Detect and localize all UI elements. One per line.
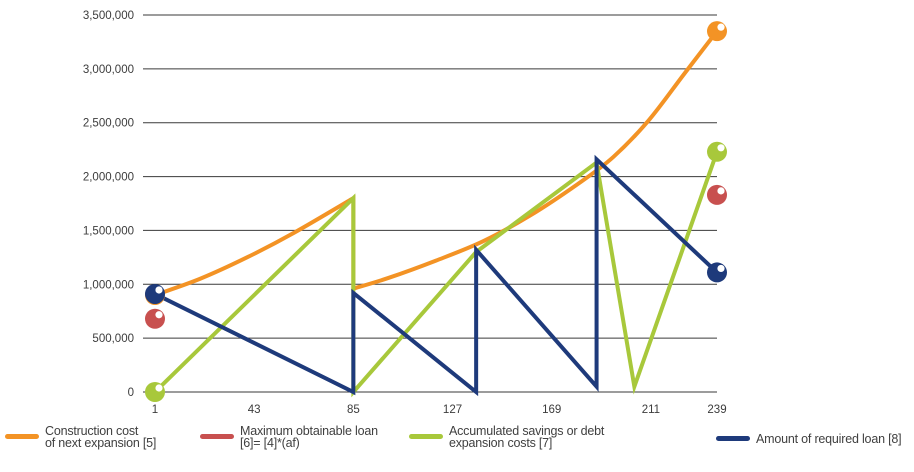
end-marker-amount-of-required-loan-8-end: [707, 262, 727, 283]
x-axis-tick-labels: 1 43 85 127 169 211 239: [152, 404, 727, 416]
series-lines: [153, 29, 719, 398]
series-line-accumulated-savings-or-debt-expansion-costs-7: [153, 149, 719, 398]
series-line-construction-cost-of-next-expansion-5: [153, 29, 719, 298]
legend-label-accumulated-savings: Accumulated savings or debt expansion cos…: [449, 424, 605, 450]
y-tick-label: 1,000,000: [83, 279, 134, 291]
y-tick-label: 1,500,000: [83, 225, 134, 237]
y-tick-label: 0: [128, 387, 134, 399]
y-tick-label: 3,500,000: [83, 10, 134, 22]
end-marker-accumulated-savings-or-debt-expansion-costs-7-start: [145, 382, 165, 402]
legend-label-required-loan: Amount of required loan [8]: [756, 432, 902, 446]
x-tick-label: 211: [642, 404, 660, 416]
legend-swatch-accumulated-savings: [409, 434, 443, 439]
legend-swatch-required-loan: [716, 436, 750, 441]
grid-lines: [143, 14, 717, 393]
end-marker-construction-cost-of-next-expansion-5-end: [707, 21, 727, 42]
y-tick-label: 3,000,000: [83, 64, 134, 76]
end-marker-accumulated-savings-or-debt-expansion-costs-7-end: [707, 141, 727, 162]
legend-label-maximum-loan: Maximum obtainable loan [6]= [4]*(af): [240, 424, 378, 450]
legend-label-construction-cost: Construction cost of next expansion [5]: [45, 424, 157, 450]
end-marker-maximum-obtainable-loan-6-4-af-end: [707, 184, 727, 205]
end-marker-amount-of-required-loan-8-start: [145, 283, 165, 304]
legend-item-maximum-loan: Maximum obtainable loan [6]= [4]*(af): [200, 425, 378, 449]
line-chart: 0 500,000 1,000,000 1,500,000 2,000,000 2,500…: [0, 0, 727, 416]
y-tick-label: 2,500,000: [83, 118, 134, 130]
end-marker-maximum-obtainable-loan-6-4-af-start: [145, 308, 165, 329]
x-tick-label: 85: [347, 404, 360, 416]
x-tick-label: 239: [707, 404, 726, 416]
y-tick-label: 500,000: [92, 333, 134, 345]
legend-swatch-construction-cost: [5, 434, 39, 439]
y-axis-tick-labels: 0 500,000 1,000,000 1,500,000 2,000,000 2,500…: [83, 10, 134, 399]
series-line-amount-of-required-loan-8: [153, 154, 719, 397]
y-tick-label: 2,000,000: [83, 172, 134, 184]
legend-item-accumulated-savings: Accumulated savings or debt expansion cos…: [409, 425, 604, 449]
series-end-markers: [145, 21, 727, 402]
x-tick-label: 127: [443, 404, 462, 416]
legend-swatch-maximum-loan: [200, 434, 234, 439]
x-tick-label: 1: [152, 404, 158, 416]
x-tick-label: 169: [542, 404, 561, 416]
x-tick-label: 43: [248, 404, 261, 416]
legend-item-construction-cost: Construction cost of next expansion [5]: [5, 425, 156, 449]
legend-item-required-loan: Amount of required loan [8]: [716, 432, 902, 446]
chart-legend: Construction cost of next expansion [5] M…: [0, 425, 914, 472]
